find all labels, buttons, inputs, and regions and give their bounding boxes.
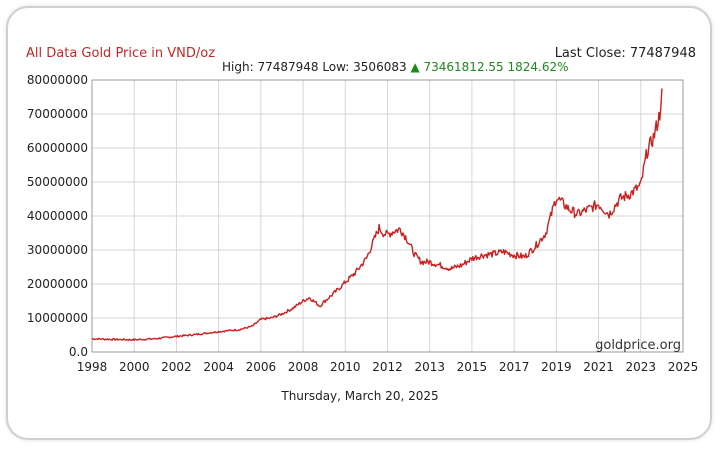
plot-area-border bbox=[91, 79, 684, 353]
x-tick-label: 2010 bbox=[330, 360, 361, 374]
high-low-text: High: 77487948 Low: 3506083 bbox=[222, 60, 407, 74]
y-tick-label: 60000000 bbox=[27, 141, 88, 155]
x-tick-label: 2023 bbox=[626, 360, 657, 374]
x-tick-label: 2006 bbox=[246, 360, 277, 374]
chart-title: All Data Gold Price in VND/oz bbox=[26, 46, 216, 61]
x-tick-label: 1998 bbox=[77, 360, 108, 374]
footer-date: Thursday, March 20, 2025 bbox=[281, 389, 439, 403]
x-tick-label: 2002 bbox=[161, 360, 192, 374]
change-arrow-icon: ▲ bbox=[410, 60, 420, 74]
y-tick-label: 30000000 bbox=[27, 243, 88, 257]
x-tick-label: 2012 bbox=[372, 360, 403, 374]
x-tick-label: 2019 bbox=[541, 360, 572, 374]
y-tick-label: 70000000 bbox=[27, 107, 88, 121]
x-tick-label: 2015 bbox=[457, 360, 488, 374]
y-tick-label: 40000000 bbox=[27, 209, 88, 223]
x-tick-label: 2000 bbox=[119, 360, 150, 374]
y-tick-label: 20000000 bbox=[27, 277, 88, 291]
gold-price-line bbox=[91, 88, 663, 342]
x-tick-label: 2021 bbox=[583, 360, 614, 374]
y-axis-ticks: 0.0 10000000 20000000 30000000 40000000 50000… bbox=[27, 73, 88, 359]
y-tick-label: 10000000 bbox=[27, 311, 88, 325]
last-close-label: Last Close: 77487948 bbox=[554, 46, 696, 61]
price-stats: High: 77487948 Low: 3506083 ▲ 73461812.5… bbox=[222, 60, 569, 74]
x-axis-ticks: 1998 2000 2002 2004 2006 2008 2010 2012 2013 2015… bbox=[77, 360, 699, 374]
chart-frame bbox=[6, 6, 712, 440]
x-tick-label: 2008 bbox=[288, 360, 319, 374]
change-text: 73461812.55 1824.62% bbox=[423, 60, 569, 74]
x-tick-label: 2017 bbox=[499, 360, 530, 374]
y-tick-label: 80000000 bbox=[27, 73, 88, 87]
grid-lines bbox=[91, 79, 684, 353]
x-tick-label: 2004 bbox=[203, 360, 234, 374]
y-tick-label: 50000000 bbox=[27, 175, 88, 189]
x-tick-label: 2025 bbox=[668, 360, 699, 374]
watermark-text: goldprice.org bbox=[595, 338, 681, 353]
x-tick-label: 2013 bbox=[414, 360, 445, 374]
y-tick-label: 0.0 bbox=[69, 345, 88, 359]
